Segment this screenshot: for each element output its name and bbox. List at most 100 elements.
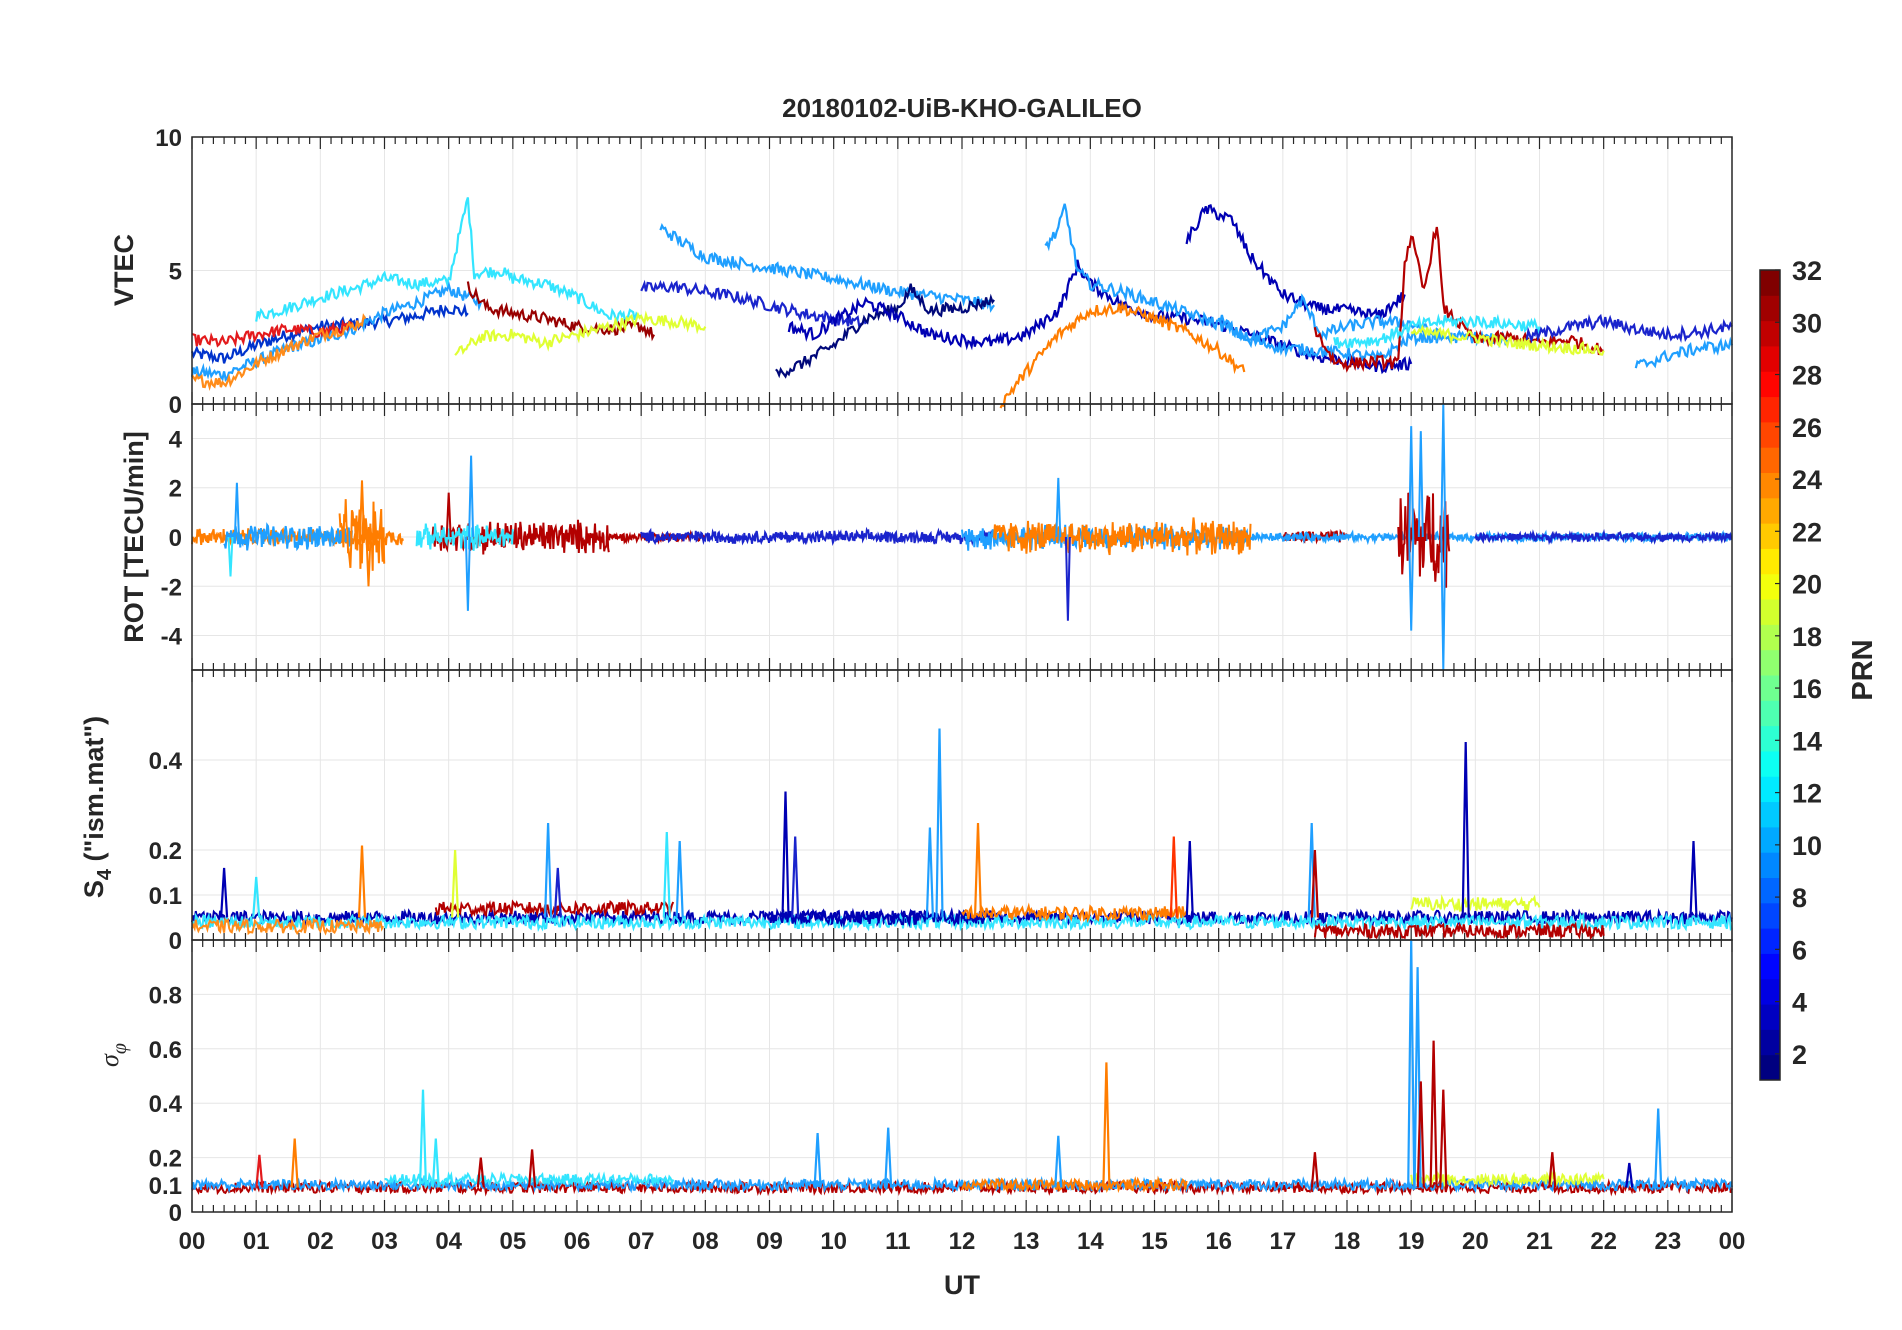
series-line bbox=[255, 197, 642, 326]
series-line bbox=[1185, 203, 1406, 321]
colorbar-tick-label: 18 bbox=[1792, 622, 1822, 652]
y-tick-label: 10 bbox=[155, 125, 182, 152]
vtec-panel: 0 5 10 bbox=[155, 125, 1734, 419]
colorbar-segment bbox=[1760, 902, 1780, 929]
colorbar-tick-label: 10 bbox=[1792, 831, 1822, 861]
series-line bbox=[1410, 324, 1605, 356]
series-line bbox=[191, 313, 367, 392]
rot-trace bbox=[428, 519, 610, 555]
y-tick-label: 0.2 bbox=[149, 838, 182, 865]
rot-spike bbox=[227, 536, 234, 577]
colorbar-tick-label: 32 bbox=[1792, 256, 1822, 286]
colorbar-segment bbox=[1760, 1029, 1780, 1056]
spike-mark bbox=[252, 876, 261, 918]
baseline-trace bbox=[1410, 894, 1541, 913]
rot-trace bbox=[640, 526, 995, 547]
series-line bbox=[999, 300, 1246, 409]
y-tick-label: 0.8 bbox=[149, 982, 182, 1009]
x-tick-label: 20 bbox=[1462, 1228, 1489, 1255]
baseline-trace bbox=[191, 1175, 1733, 1194]
colorbar-segment bbox=[1760, 1004, 1780, 1030]
spike-mark bbox=[1689, 840, 1698, 918]
spike-mark bbox=[791, 836, 800, 918]
colorbar-segment bbox=[1760, 675, 1780, 701]
colorbar-segment bbox=[1760, 421, 1780, 448]
series-line bbox=[1333, 313, 1541, 350]
rot-trace bbox=[415, 523, 514, 551]
spike-mark bbox=[451, 849, 460, 918]
spike-mark bbox=[255, 1154, 264, 1188]
x-tick-label: 13 bbox=[1013, 1228, 1040, 1255]
colorbar-tick-label: 4 bbox=[1792, 988, 1807, 1018]
rot-trace bbox=[338, 499, 386, 571]
y-tick-label: 0.4 bbox=[149, 1091, 183, 1118]
s4-panel: 0 0.1 0.2 0.4 bbox=[149, 669, 1733, 955]
series-line bbox=[787, 259, 1413, 375]
colorbar-segment bbox=[1760, 497, 1780, 524]
colorbar-tick-label: 20 bbox=[1792, 570, 1822, 600]
colorbar-segment bbox=[1760, 320, 1780, 347]
colorbar-segment bbox=[1760, 295, 1780, 322]
spike-mark bbox=[290, 1138, 299, 1188]
spike-mark bbox=[1310, 849, 1319, 918]
x-tick-label: 01 bbox=[243, 1228, 270, 1255]
sigma-phi-ylabel: σφ bbox=[95, 1043, 131, 1067]
colorbar-frame bbox=[1759, 269, 1781, 1081]
spike-mark bbox=[1625, 1162, 1634, 1188]
spike-mark bbox=[675, 840, 684, 918]
rot-spike bbox=[468, 455, 475, 538]
y-tick-label: 5 bbox=[169, 259, 182, 286]
colorbar-tick-label: 6 bbox=[1792, 935, 1807, 965]
x-tick-label: 02 bbox=[307, 1228, 334, 1255]
x-tick-label: 06 bbox=[564, 1228, 591, 1255]
spike-mark bbox=[925, 827, 934, 918]
colorbar-tick-label: 2 bbox=[1792, 1040, 1807, 1070]
series-line bbox=[466, 281, 655, 342]
colorbar-segment bbox=[1760, 750, 1780, 777]
colorbar-segment bbox=[1760, 801, 1780, 828]
rot-spike bbox=[464, 536, 471, 611]
sigma-phi-panel: 00.10.2 0.4 0.6 0.8 00 01 02 03 04 05 06 07 08 09 10 11… bbox=[149, 939, 1745, 1255]
colorbar-segment bbox=[1760, 624, 1780, 651]
colorbar-segment bbox=[1760, 978, 1780, 1005]
spike-mark bbox=[476, 1157, 485, 1188]
colorbar-segment bbox=[1760, 826, 1780, 853]
colorbar-tick-label: 14 bbox=[1792, 726, 1822, 756]
colorbar-segment bbox=[1760, 700, 1780, 727]
spike-mark bbox=[528, 1149, 537, 1188]
rot-spike bbox=[233, 482, 240, 538]
x-tick-label: 07 bbox=[628, 1228, 655, 1255]
spike-mark bbox=[1429, 1040, 1438, 1188]
rot-panel: -4 -2 0 2 4 bbox=[161, 403, 1733, 671]
spike-mark bbox=[1310, 1152, 1319, 1188]
colorbar-segment bbox=[1760, 371, 1780, 398]
x-tick-label: 22 bbox=[1590, 1228, 1617, 1255]
colorbar-tick-label: 26 bbox=[1792, 413, 1822, 443]
y-tick-label: -2 bbox=[161, 574, 182, 601]
spike-mark bbox=[1654, 1108, 1663, 1188]
colorbar-segment bbox=[1760, 852, 1780, 878]
y-tick-label: 0 bbox=[169, 1200, 182, 1227]
s4-ylabel: S4 ("ism.mat") bbox=[79, 716, 116, 898]
colorbar-segment bbox=[1760, 396, 1780, 423]
y-tick-label: 0.1 bbox=[149, 1173, 182, 1200]
colorbar-segment bbox=[1760, 928, 1780, 954]
spike-mark bbox=[813, 1133, 822, 1188]
y-tick-label: 4 bbox=[169, 426, 183, 453]
vtec-ylabel: VTEC bbox=[109, 234, 139, 306]
baseline-trace bbox=[768, 907, 995, 928]
x-tick-label: 18 bbox=[1334, 1228, 1361, 1255]
rot-spike bbox=[1440, 403, 1447, 538]
rot-spike bbox=[1408, 536, 1415, 631]
colorbar-segment bbox=[1760, 548, 1780, 575]
baseline-trace bbox=[961, 1175, 1188, 1194]
panel-frame bbox=[191, 939, 1733, 1213]
baseline-trace bbox=[191, 916, 385, 936]
colorbar-segment bbox=[1760, 725, 1780, 752]
x-tick-label: 05 bbox=[499, 1228, 526, 1255]
colorbar-tick-label: 28 bbox=[1792, 361, 1822, 391]
colorbar-tick-label: 8 bbox=[1792, 883, 1807, 913]
x-tick-label: 09 bbox=[756, 1228, 783, 1255]
x-tick-label: 19 bbox=[1398, 1228, 1425, 1255]
